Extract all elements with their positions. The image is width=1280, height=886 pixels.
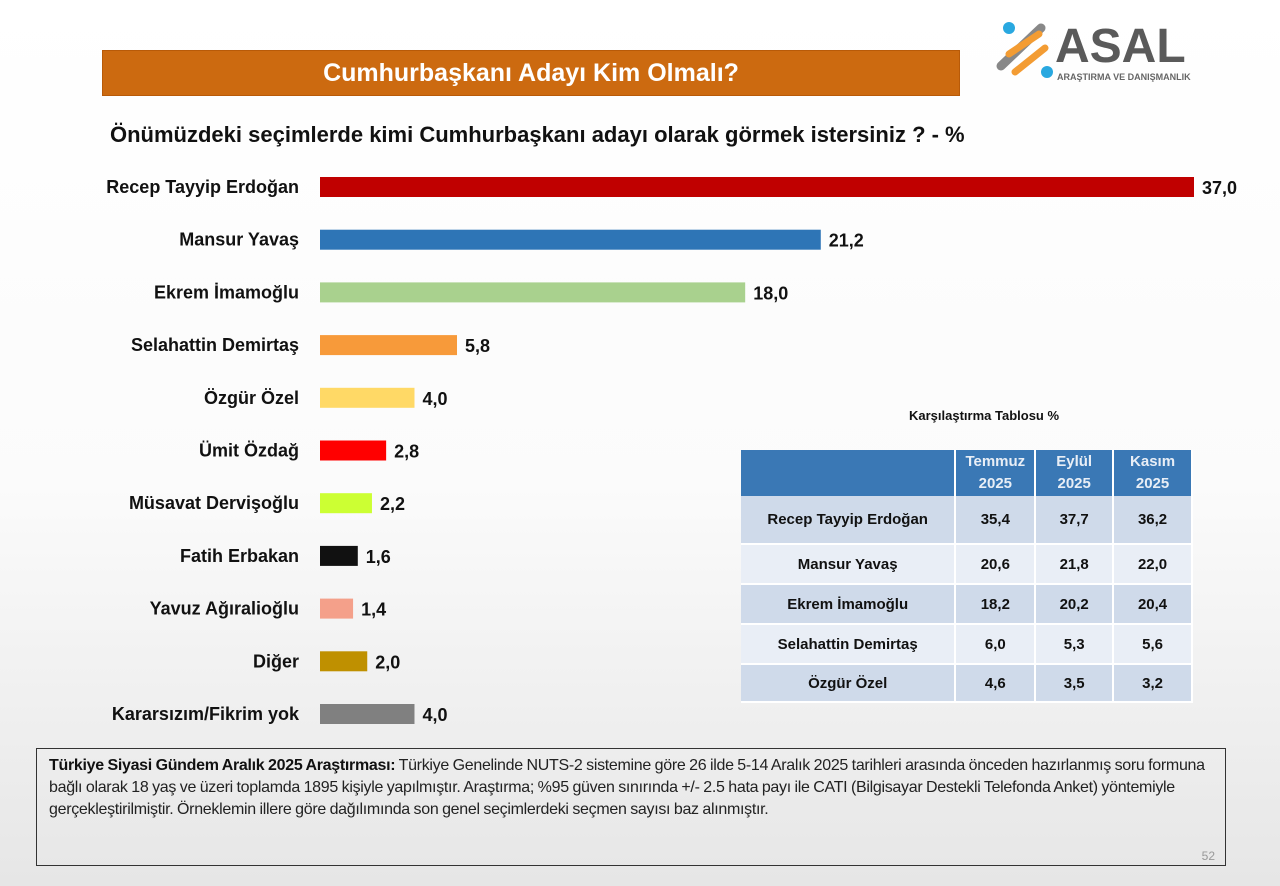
data-label: 18,0 [753, 283, 788, 303]
category-label: Mansur Yavaş [179, 230, 299, 250]
bar-chart: Recep Tayyip Erdoğan 37,0 Mansur Yavaş 21,2… [106, 177, 1237, 725]
cell-value: 37,7 [1035, 496, 1115, 545]
row-name: Mansur Yavaş [741, 544, 957, 585]
category-label: Özgür Özel [204, 388, 299, 408]
data-label: 4,0 [422, 389, 447, 409]
header-temmuz: Temmuz 2025 [955, 450, 1037, 496]
bar [320, 545, 358, 566]
category-label: Recep Tayyip Erdoğan [106, 177, 299, 197]
header-kasim: Kasım 2025 [1113, 450, 1193, 496]
row-name: Recep Tayyip Erdoğan [741, 496, 957, 545]
data-label: 21,2 [829, 231, 864, 251]
bar [320, 598, 354, 619]
page-number: 52 [1201, 849, 1215, 863]
note-text: Türkiye Genelinde NUTS-2 sistemine göre … [49, 757, 1205, 818]
bar [320, 440, 387, 461]
row-name: Özgür Özel [741, 664, 957, 703]
category-label: Fatih Erbakan [180, 546, 299, 566]
table-row: Recep Tayyip Erdoğan 35,4 37,7 36,2 [741, 496, 1193, 545]
cell-value: 18,2 [955, 584, 1037, 625]
comparison-title: Karşılaştırma Tablosu % [909, 408, 1060, 423]
cell-value: 20,6 [955, 544, 1037, 585]
category-label: Ekrem İmamoğlu [154, 282, 299, 302]
data-label: 2,8 [394, 442, 419, 462]
bar [320, 282, 746, 303]
cell-value: 20,4 [1113, 584, 1193, 625]
data-label: 4,0 [422, 705, 447, 725]
category-label: Müsavat Dervişoğlu [129, 493, 299, 513]
category-label: Ümit Özdağ [199, 441, 299, 461]
data-label: 2,2 [380, 494, 405, 514]
cell-value: 3,2 [1113, 664, 1193, 703]
cell-value: 5,6 [1113, 624, 1193, 665]
cell-value: 5,3 [1035, 624, 1115, 665]
data-label: 2,0 [375, 652, 400, 672]
bar [320, 335, 458, 356]
cell-value: 36,2 [1113, 496, 1193, 545]
cell-value: 21,8 [1035, 544, 1115, 585]
table-row: Ekrem İmamoğlu 18,2 20,2 20,4 [741, 584, 1193, 625]
category-label: Diğer [253, 651, 299, 671]
row-name: Selahattin Demirtaş [741, 624, 957, 665]
table-row: Selahattin Demirtaş 6,0 5,3 5,6 [741, 624, 1193, 665]
header-eylul: Eylül 2025 [1035, 450, 1115, 496]
bar [320, 387, 415, 408]
bar [320, 704, 415, 724]
cell-value: 35,4 [955, 496, 1037, 545]
asal-logo: ASAL ARAŞTIRMA VE DANIŞMANLIK [996, 20, 1191, 82]
category-label: Selahattin Demirtaş [131, 335, 299, 355]
bar [320, 229, 821, 250]
data-label: 1,4 [361, 600, 386, 620]
cell-value: 3,5 [1035, 664, 1115, 703]
table-row: Özgür Özel 4,6 3,5 3,2 [741, 664, 1193, 703]
cell-value: 22,0 [1113, 544, 1193, 585]
table-header-row: Temmuz 2025 Eylül 2025 Kasım 2025 [741, 450, 1193, 496]
logo-text: ASAL [1055, 20, 1186, 73]
row-name: Ekrem İmamoğlu [741, 584, 957, 625]
bar [320, 651, 368, 672]
data-label: 37,0 [1202, 178, 1237, 198]
header-blank [741, 450, 957, 496]
data-label: 1,6 [366, 547, 391, 567]
cell-value: 6,0 [955, 624, 1037, 665]
cell-value: 20,2 [1035, 584, 1115, 625]
chart-title: Önümüzdeki seçimlerde kimi Cumhurbaşkanı… [110, 122, 965, 147]
table-row: Mansur Yavaş 20,6 21,8 22,0 [741, 544, 1193, 585]
data-label: 5,8 [465, 336, 490, 356]
slide-title-banner: Cumhurbaşkanı Adayı Kim Olmalı? [102, 50, 960, 96]
methodology-note: Türkiye Siyasi Gündem Aralık 2025 Araştı… [36, 748, 1226, 866]
bar [320, 493, 372, 514]
bar [320, 177, 1194, 197]
slide-title: Cumhurbaşkanı Adayı Kim Olmalı? [323, 58, 739, 87]
note-heading: Türkiye Siyasi Gündem Aralık 2025 Araştı… [49, 757, 396, 774]
category-label: Kararsızım/Fikrim yok [112, 704, 300, 724]
cell-value: 4,6 [955, 664, 1037, 703]
logo-subtext: ARAŞTIRMA VE DANIŞMANLIK [1057, 72, 1191, 82]
category-label: Yavuz Ağıralioğlu [150, 599, 299, 619]
comparison-table: Temmuz 2025 Eylül 2025 Kasım 2025 Recep Tay… [741, 450, 1193, 703]
